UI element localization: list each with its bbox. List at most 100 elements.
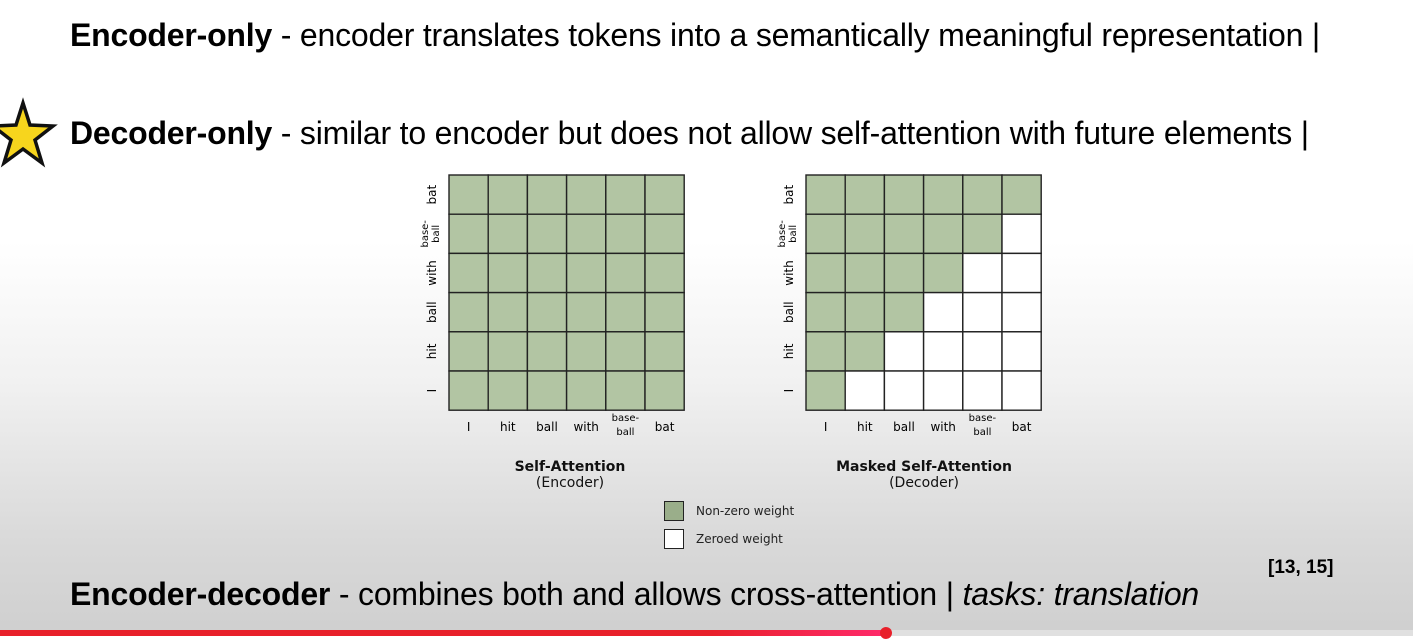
self-attention-cell [526, 174, 568, 215]
masked-attention-cell [805, 331, 846, 372]
self-attention-caption: Self-Attention (Encoder) [470, 459, 670, 491]
encoder-only-line: Encoder-only - encoder translates tokens… [70, 17, 1320, 54]
masked-attention-cell [1001, 213, 1042, 255]
encoder-only-title: Encoder-only [70, 17, 273, 53]
masked-attention-cell [883, 291, 925, 333]
self-attention-cell [526, 370, 568, 411]
masked-attention-subtitle: (Decoder) [889, 475, 959, 491]
self-attention-y-label: I [425, 389, 439, 393]
masked-attention-y-label: I [782, 389, 796, 393]
encoder-decoder-text: - combines both and allows cross-attenti… [330, 576, 963, 612]
self-attention-x-label: I [467, 420, 471, 434]
self-attention-cell [448, 291, 489, 333]
self-attention-cell [605, 252, 646, 294]
self-attention-cell [565, 370, 607, 411]
masked-attention-cell [962, 213, 1003, 255]
video-progress-knob[interactable] [879, 627, 892, 639]
masked-attention-y-label: ball [782, 301, 796, 323]
masked-attention-x-label: base-ball [969, 413, 997, 438]
masked-attention-cell [883, 252, 925, 294]
video-progress-fill [0, 630, 886, 636]
self-attention-cell [487, 291, 529, 333]
masked-attention-cell [883, 331, 925, 372]
masked-attention-cell [1001, 291, 1042, 333]
encoder-only-text: - encoder translates tokens into a seman… [272, 17, 1320, 53]
self-attention-x-label: ball [536, 420, 558, 434]
masked-attention-cell [962, 291, 1003, 333]
legend-nonzero-swatch [664, 501, 684, 521]
self-attention-cell [487, 370, 529, 411]
self-attention-cell [644, 331, 685, 372]
self-attention-y-label: with [425, 260, 439, 285]
legend-zeroed-label: Zeroed weight [696, 532, 783, 546]
self-attention-cell [448, 370, 489, 411]
self-attention-x-label: with [573, 420, 598, 434]
self-attention-x-label: hit [500, 420, 516, 434]
self-attention-cell [605, 213, 646, 255]
masked-attention-cell [844, 291, 886, 333]
encoder-decoder-tasks: tasks: translation [962, 576, 1200, 612]
masked-attention-cell [962, 174, 1003, 215]
self-attention-cell [448, 174, 489, 215]
self-attention-cell [605, 331, 646, 372]
masked-attention-caption: Masked Self-Attention (Decoder) [814, 459, 1034, 491]
masked-attention-cell [962, 331, 1003, 372]
legend-zeroed: Zeroed weight [664, 529, 783, 549]
masked-attention-y-label: hit [782, 343, 796, 359]
self-attention-cell [487, 252, 529, 294]
decoder-only-line: Decoder-only - similar to encoder but do… [70, 115, 1309, 152]
self-attention-cell [644, 213, 685, 255]
masked-attention-cell [1001, 252, 1042, 294]
decoder-only-title: Decoder-only [70, 115, 273, 151]
self-attention-cell [526, 291, 568, 333]
masked-attention-cell [922, 252, 964, 294]
masked-attention-cell [844, 331, 886, 372]
self-attention-cell [526, 213, 568, 255]
self-attention-cell [605, 291, 646, 333]
self-attention-cell [565, 174, 607, 215]
masked-attention-x-label: with [930, 420, 955, 434]
self-attention-x-label: bat [655, 420, 675, 434]
self-attention-cell [644, 174, 685, 215]
self-attention-cell [565, 331, 607, 372]
self-attention-x-label: base-ball [612, 413, 640, 438]
masked-attention-cell [805, 291, 846, 333]
masked-attention-y-label: bat [782, 184, 796, 204]
masked-attention-y-label: base-ball [777, 220, 799, 248]
star-icon [0, 97, 58, 168]
legend-nonzero-label: Non-zero weight [696, 504, 795, 518]
self-attention-cell [605, 174, 646, 215]
masked-attention-cell [922, 291, 964, 333]
self-attention-cell [448, 213, 489, 255]
masked-attention-cell [922, 370, 964, 411]
masked-attention-cell [805, 252, 846, 294]
masked-attention-y-label: with [782, 260, 796, 285]
masked-attention-cell [1001, 331, 1042, 372]
masked-attention-cell [805, 370, 846, 411]
self-attention-cell [644, 370, 685, 411]
masked-attention-x-label: bat [1012, 420, 1032, 434]
masked-attention-cell [922, 174, 964, 215]
self-attention-cell [605, 370, 646, 411]
self-attention-y-label: hit [425, 343, 439, 359]
self-attention-cell [565, 291, 607, 333]
encoder-decoder-title: Encoder-decoder [70, 576, 331, 612]
masked-attention-cell [1001, 370, 1042, 411]
masked-attention-cell [962, 370, 1003, 411]
masked-attention-cell [844, 213, 886, 255]
video-progress-bar[interactable] [0, 627, 1413, 639]
self-attention-y-label: bat [425, 184, 439, 204]
self-attention-y-label: base-ball [420, 220, 442, 248]
self-attention-cell [448, 331, 489, 372]
masked-attention-cell [805, 174, 846, 215]
masked-attention-cell [883, 370, 925, 411]
masked-attention-x-label: ball [893, 420, 915, 434]
masked-attention-cell [883, 213, 925, 255]
masked-attention-cell [844, 370, 886, 411]
masked-attention-cell [962, 252, 1003, 294]
masked-attention-cell [922, 213, 964, 255]
masked-attention-x-label: hit [857, 420, 873, 434]
legend-zeroed-swatch [664, 529, 684, 549]
